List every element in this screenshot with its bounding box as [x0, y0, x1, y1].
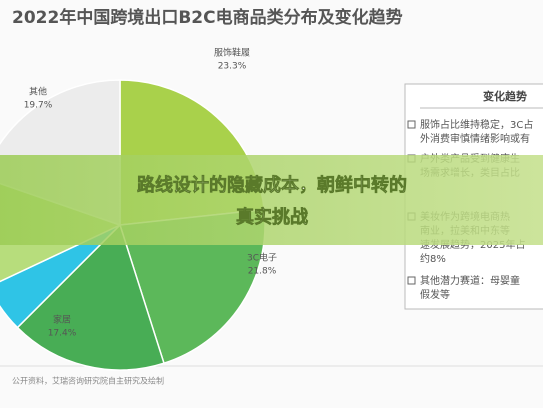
panel-item: 外消费审慎情绪影响或有 [420, 132, 530, 145]
overlay-title: 真实挑战 [236, 206, 308, 228]
slice-value: 21.8% [248, 267, 277, 277]
panel-item: 约8% [420, 252, 446, 265]
slice-value: 19.7% [24, 101, 53, 111]
bullet [407, 276, 416, 285]
overlay-title: 路线设计的隐藏成本，朝鲜中转的 [137, 174, 407, 196]
chart-title: 2022年中国跨境出口B2C电商品类分布及变化趋势 [12, 7, 403, 28]
pie-slice [0, 224, 121, 329]
slice-value: 17.4% [48, 329, 77, 339]
source: 公开资料，艾瑞咨询研究院自主研究及绘制 [12, 376, 164, 386]
slice-value: 23.3% [218, 62, 247, 72]
slice-label: 家居 [53, 314, 71, 326]
overlay-band [0, 155, 543, 245]
slice-label: 服饰鞋履 [214, 47, 250, 59]
panel-item: 其他潜力赛道：母婴童 [420, 274, 520, 287]
pie-slice [16, 223, 165, 371]
panel-item: 服饰占比维持稳定，3C占 [420, 118, 533, 131]
slice-label: 其他 [29, 86, 47, 98]
panel-title: 变化趋势 [483, 89, 527, 103]
panel-item: 假发等 [420, 288, 450, 301]
slice-label: 3C电子 [247, 252, 277, 264]
bullet [407, 120, 416, 129]
